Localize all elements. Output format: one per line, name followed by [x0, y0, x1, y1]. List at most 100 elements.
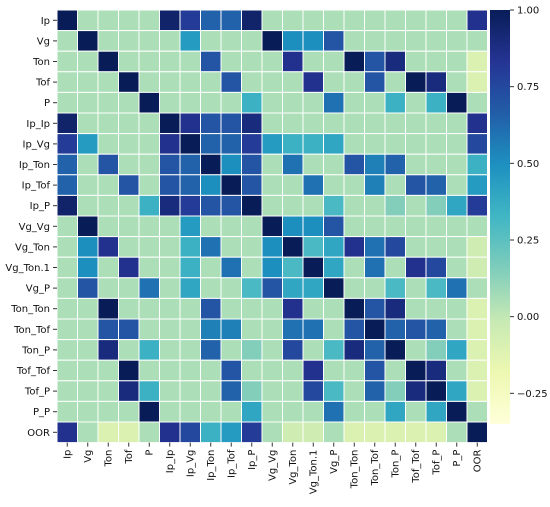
heatmap-cell-Vg-Ton_P	[384, 30, 406, 52]
heatmap-cell-Ton-Ip	[56, 50, 78, 73]
heatmap-cell-Ip_Ip-Tof_Tof	[405, 112, 427, 135]
heatmap-cell-Ip_Tof-OOR	[466, 174, 488, 196]
heatmap-cell-OOR-Ip_Vg	[179, 421, 201, 444]
heatmap-cell-Ton_Ton-Ton_Tof	[364, 297, 386, 320]
heatmap-cell-Tof-Ip_Tof	[220, 71, 242, 93]
heatmap-cell-Ip_Vg-Tof_Tof	[405, 133, 427, 155]
heatmap-cell-OOR-P	[138, 421, 160, 444]
heatmap-cell-Ton_Tof-Ip_P	[241, 318, 263, 341]
heatmap-cell-OOR-Tof_P	[425, 421, 447, 444]
heatmap-cell-OOR-Vg	[77, 421, 99, 444]
heatmap-cell-Ton_Ton-P	[138, 297, 160, 320]
colorbar-ticks: 1.00 0.75 0.50 0.25 0.00 −0.25	[510, 6, 548, 400]
heatmap-cell-Tof_P-P_P	[446, 380, 468, 402]
heatmap-cell-Tof_Tof-Ip_Ip	[159, 359, 181, 382]
heatmap-cell-Ip_Ip-Ton	[97, 112, 119, 135]
heatmap-cell-Ip_Vg-Ton_P	[384, 133, 406, 155]
heatmap-cell-Vg_Ton.1-Ton_Ton	[343, 256, 365, 279]
heatmap-cell-Vg-Vg_Vg	[261, 30, 283, 52]
heatmap-cell-Tof_P-Ton	[97, 380, 119, 402]
heatmap-cell-Vg_P-Ton_Tof	[364, 277, 386, 299]
heatmap-cell-Ip_Ton-Vg_Ton	[282, 153, 304, 176]
heatmap-cell-Ton_P-Ton	[97, 339, 119, 361]
x-tick-label: Ton_Tof	[370, 449, 381, 486]
heatmap-cell-Vg_P-Ip_Ip	[159, 277, 181, 299]
x-tick-label: Ip_P	[247, 450, 258, 470]
heatmap-cell-Ip_P-Ip_Ip	[159, 194, 181, 217]
heatmap-cell-Ton_Tof-Ip	[56, 318, 78, 341]
heatmap-cell-Ip-P_P	[446, 9, 468, 32]
heatmap-cell-Ip-Vg	[77, 9, 99, 32]
heatmap-cell-Ton_Ton-Ton_Ton	[343, 297, 365, 320]
heatmap-cell-P-OOR	[466, 91, 488, 114]
heatmap-cell-Tof_P-Tof_Tof	[405, 380, 427, 402]
heatmap-cell-Vg_Ton.1-Vg	[77, 256, 99, 279]
heatmap-cell-Vg_Vg-Tof_P	[425, 215, 447, 238]
y-tick-label: Ton_Tof	[13, 325, 50, 336]
colorbar-tick-label: 0.00	[517, 312, 539, 323]
heatmap-cell-Vg_Ton-Vg	[77, 236, 99, 258]
heatmap-cell-Vg_Ton.1-Vg_P	[323, 256, 345, 279]
colorbar-tick-label: 0.25	[517, 236, 539, 247]
heatmap-cell-Ton_P-Tof_Tof	[405, 339, 427, 361]
heatmap-cell-Ip_Ip-Ton_P	[384, 112, 406, 135]
heatmap-cell-Tof_P-Ip	[56, 380, 78, 402]
heatmap-cell-Ip_Ton-P	[138, 153, 160, 176]
heatmap-cell-Ton_Ton-Ip	[56, 297, 78, 320]
x-axis-tick-labels: Ip Vg Ton Tof P Ip_Ip Ip_Vg Ip_Ton Ip_Tof Ip_P Vg_…	[63, 442, 484, 494]
heatmap-cell-Tof_P-Ip_Ton	[200, 380, 222, 402]
heatmap-cell-Ton-Ip_Tof	[220, 50, 242, 73]
heatmap-cell-Tof-Vg	[77, 71, 99, 93]
heatmap-cell-Vg_Ton-Ton_Tof	[364, 236, 386, 258]
heatmap-cell-P-Vg_Ton	[282, 91, 304, 114]
heatmap-cell-Vg_Ton.1-Vg_Vg	[261, 256, 283, 279]
heatmap-cell-Ip-OOR	[466, 9, 488, 32]
heatmap-cell-Vg_Ton-Vg_Vg	[261, 236, 283, 258]
heatmap-cell-Vg_Vg-Ip	[56, 215, 78, 238]
heatmap-cell-OOR-Ip_Ton	[200, 421, 222, 444]
heatmap-cell-Ip-Ton_Tof	[364, 9, 386, 32]
heatmap-cell-Ton_Ton-Vg_P	[323, 297, 345, 320]
heatmap-cell-Ip_Vg-Tof_P	[425, 133, 447, 155]
heatmap-cell-Vg_Ton-Ton_Ton	[343, 236, 365, 258]
heatmap-cell-Ip_Vg-Vg_P	[323, 133, 345, 155]
x-tick-label: Tof	[124, 449, 135, 465]
heatmap-cell-Ip_Ip-Ton_Tof	[364, 112, 386, 135]
heatmap-cell-P_P-Vg_Vg	[261, 400, 283, 423]
heatmap-cell-Ton_Ton-Tof	[118, 297, 140, 320]
heatmap-cell-Vg_Ton.1-Ip_P	[241, 256, 263, 279]
heatmap-cell-Tof-Ip_Vg	[179, 71, 201, 93]
heatmap-cell-Tof-Vg_Ton	[282, 71, 304, 93]
heatmap-cell-Vg_P-Ip	[56, 277, 78, 299]
heatmap-cell-Ip-Tof_Tof	[405, 9, 427, 32]
heatmap-cell-OOR-Ton	[97, 421, 119, 444]
heatmap-cell-Vg_Vg-Ip_Vg	[179, 215, 201, 238]
heatmap-cell-Vg_P-P_P	[446, 277, 468, 299]
heatmap-cell-Ton-Vg_Ton	[282, 50, 304, 73]
heatmap-cell-Ip_Ip-Ip_Tof	[220, 112, 242, 135]
y-tick-label: Ton	[32, 57, 50, 68]
heatmap-cell-Ton_Ton-Ip_P	[241, 297, 263, 320]
heatmap-cell-Ip_Vg-Ton_Ton	[343, 133, 365, 155]
heatmap-cell-OOR-Ip_P	[241, 421, 263, 444]
heatmap-cell-P_P-Vg_Ton.1	[302, 400, 324, 423]
x-tick-label: P	[145, 450, 156, 456]
heatmap-cell-Vg_Ton-P_P	[446, 236, 468, 258]
heatmap-cell-Ip_Vg-P_P	[446, 133, 468, 155]
heatmap-cell-Ip_Tof-Vg	[77, 174, 99, 196]
heatmap-cell-Ton_P-Vg_P	[323, 339, 345, 361]
heatmap-cell-Vg_P-OOR	[466, 277, 488, 299]
heatmap-cell-Vg_Ton.1-Ip_Tof	[220, 256, 242, 279]
heatmap-cell-Ip_Ip-Ip_Vg	[179, 112, 201, 135]
heatmap-cell-Vg_Ton-P	[138, 236, 160, 258]
heatmap-cell-Ton_P-Ip_Vg	[179, 339, 201, 361]
heatmap-cell-Tof-P	[138, 71, 160, 93]
heatmap-cell-Ip_P-Tof	[118, 194, 140, 217]
heatmap-cell-Ip-Ip_Ton	[200, 9, 222, 32]
heatmap-cell-Ton-OOR	[466, 50, 488, 73]
heatmap-cell-Vg_Vg-Ip_Ton	[200, 215, 222, 238]
heatmap-cell-Vg_Vg-Ton_Ton	[343, 215, 365, 238]
heatmap-cell-P_P-Ip_Ip	[159, 400, 181, 423]
heatmap-cell-Tof_Tof-Ton_Tof	[364, 359, 386, 382]
heatmap-cell-Tof-Ip_P	[241, 71, 263, 93]
